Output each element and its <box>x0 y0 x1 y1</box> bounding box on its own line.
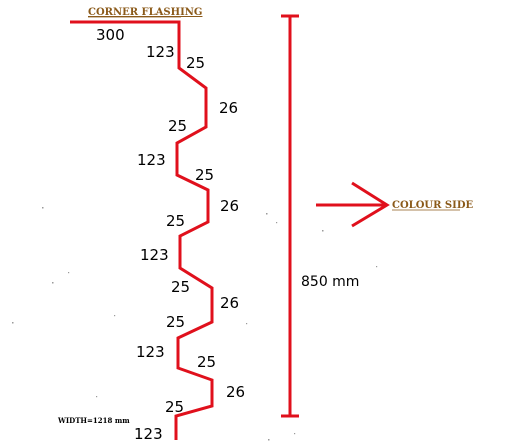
dim-label: 25 <box>186 54 205 72</box>
width-note: WIDTH=1218 mm <box>57 416 130 425</box>
dim-label: 26 <box>219 99 238 117</box>
dim-label: 300 <box>96 26 125 44</box>
dim-label: 123 <box>137 151 166 169</box>
dim-label: 26 <box>220 294 239 312</box>
height-dimension-label: 850 mm <box>301 274 359 290</box>
scan-specks <box>12 207 378 441</box>
drawing-title: CORNER FLASHING <box>88 7 202 18</box>
dim-label: 123 <box>136 343 165 361</box>
dim-label: 25 <box>195 166 214 184</box>
dim-label: 25 <box>166 313 185 331</box>
colour-side-label: COLOUR SIDE <box>392 200 473 211</box>
flashing-profile-line <box>70 20 214 440</box>
dim-label: 25 <box>166 212 185 230</box>
dim-label: 25 <box>168 117 187 135</box>
dim-label: 26 <box>226 383 245 401</box>
dim-label: 25 <box>197 353 216 371</box>
dim-label: 123 <box>140 246 169 264</box>
dim-label: 25 <box>165 398 184 416</box>
colour-side-arrow-head <box>351 181 390 228</box>
dim-label: 123 <box>134 425 163 443</box>
dim-label: 26 <box>220 197 239 215</box>
dim-label: 25 <box>171 278 190 296</box>
dim-label: 123 <box>146 43 175 61</box>
